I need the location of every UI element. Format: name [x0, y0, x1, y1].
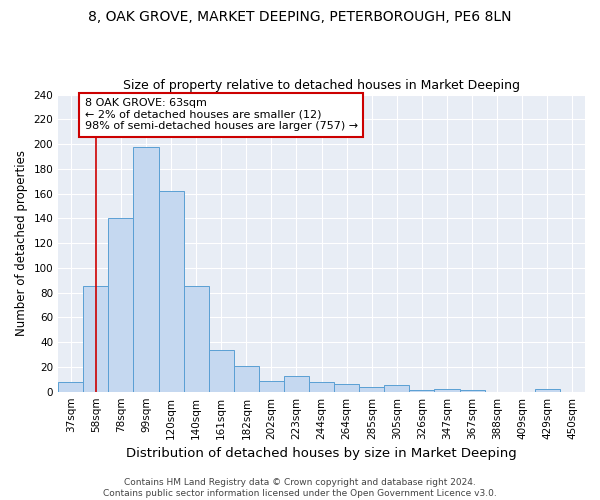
- Bar: [209, 350, 234, 392]
- Bar: [58, 382, 83, 392]
- Bar: [83, 286, 109, 392]
- Bar: [259, 380, 284, 392]
- Bar: [234, 366, 259, 392]
- Bar: [460, 390, 485, 392]
- Y-axis label: Number of detached properties: Number of detached properties: [15, 150, 28, 336]
- Bar: [184, 286, 209, 392]
- Bar: [434, 389, 460, 392]
- Bar: [535, 389, 560, 392]
- Bar: [334, 384, 359, 392]
- Text: 8 OAK GROVE: 63sqm
← 2% of detached houses are smaller (12)
98% of semi-detached: 8 OAK GROVE: 63sqm ← 2% of detached hous…: [85, 98, 358, 132]
- Text: Contains HM Land Registry data © Crown copyright and database right 2024.
Contai: Contains HM Land Registry data © Crown c…: [103, 478, 497, 498]
- Bar: [385, 386, 409, 392]
- Bar: [309, 382, 334, 392]
- Bar: [359, 386, 385, 392]
- Text: 8, OAK GROVE, MARKET DEEPING, PETERBOROUGH, PE6 8LN: 8, OAK GROVE, MARKET DEEPING, PETERBOROU…: [88, 10, 512, 24]
- Title: Size of property relative to detached houses in Market Deeping: Size of property relative to detached ho…: [123, 79, 520, 92]
- Bar: [158, 191, 184, 392]
- Bar: [409, 390, 434, 392]
- Bar: [109, 218, 133, 392]
- Bar: [284, 376, 309, 392]
- Bar: [133, 146, 158, 392]
- X-axis label: Distribution of detached houses by size in Market Deeping: Distribution of detached houses by size …: [126, 447, 517, 460]
